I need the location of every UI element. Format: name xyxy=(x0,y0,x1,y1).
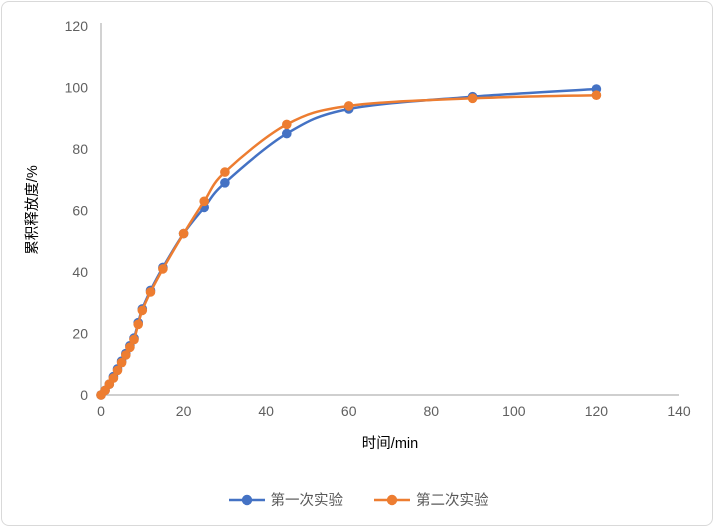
series-1-group xyxy=(96,84,602,400)
series-layer xyxy=(96,84,602,400)
series-1-line xyxy=(99,87,598,397)
series-2-data-point-marker[interactable] xyxy=(178,228,189,239)
x-tick-label: 80 xyxy=(423,403,439,419)
series-2-data-point-marker[interactable] xyxy=(467,93,478,104)
x-tick-label: 100 xyxy=(502,403,526,419)
series-2-data-point-marker[interactable] xyxy=(112,365,123,376)
y-tick-label: 0 xyxy=(80,387,88,403)
y-tick-label: 40 xyxy=(72,264,88,280)
y-tick-label: 100 xyxy=(65,80,89,96)
legend-dot-icon xyxy=(386,494,398,505)
legend-item-second-experiment[interactable]: 第二次实验 xyxy=(373,489,489,510)
series-1-data-point-marker[interactable] xyxy=(220,178,230,188)
series-1-data-point-marker[interactable] xyxy=(282,128,292,139)
series-2-group xyxy=(96,90,602,400)
legend-marker-first-experiment xyxy=(228,494,265,505)
y-axis-title: 累积释放度/% xyxy=(24,165,41,255)
legend-label-second-experiment: 第二次实验 xyxy=(416,493,489,509)
series-2-data-point-marker[interactable] xyxy=(129,334,139,345)
y-tick-label: 80 xyxy=(72,141,88,157)
x-tick-label: 120 xyxy=(585,403,609,419)
series-2-data-point-marker[interactable] xyxy=(282,119,292,130)
legend-dot-icon xyxy=(241,494,252,505)
legend-item-first-experiment[interactable]: 第一次实验 xyxy=(228,489,344,510)
series-2-data-point-marker[interactable] xyxy=(137,305,148,316)
series-2-data-point-marker[interactable] xyxy=(158,264,168,274)
legend-marker-second-experiment xyxy=(374,494,410,505)
series-2-data-point-marker[interactable] xyxy=(121,350,131,360)
series-2-data-point-marker[interactable] xyxy=(145,287,156,297)
legend: 第一次实验 第二次实验 xyxy=(2,489,714,510)
series-2-data-point-marker[interactable] xyxy=(133,319,143,330)
x-tick-label: 60 xyxy=(341,403,357,419)
x-tick-label: 20 xyxy=(176,403,192,419)
y-tick-label: 120 xyxy=(65,18,89,34)
series-2-data-point-marker[interactable] xyxy=(116,357,127,368)
series-2-data-point-marker[interactable] xyxy=(108,373,119,383)
series-2-data-point-marker[interactable] xyxy=(220,167,230,177)
series-2-data-point-marker[interactable] xyxy=(199,196,209,207)
y-tick-label: 20 xyxy=(72,326,88,342)
x-tick-label: 140 xyxy=(667,403,691,419)
series-2-data-point-marker[interactable] xyxy=(591,90,602,100)
x-tick-label: 40 xyxy=(258,403,274,419)
series-2-data-point-marker[interactable] xyxy=(343,101,354,111)
y-tick-label: 60 xyxy=(72,203,88,219)
series-2-data-point-marker[interactable] xyxy=(125,342,135,353)
axes-layer: 0 20 40 60 80 100 120 140 0 20 40 60 80 100 120 xyxy=(65,18,691,419)
x-tick-label: 0 xyxy=(97,403,105,419)
series-2-line xyxy=(99,93,598,397)
legend-label-first-experiment: 第一次实验 xyxy=(270,493,344,509)
x-axis-title: 时间/min xyxy=(362,435,418,452)
